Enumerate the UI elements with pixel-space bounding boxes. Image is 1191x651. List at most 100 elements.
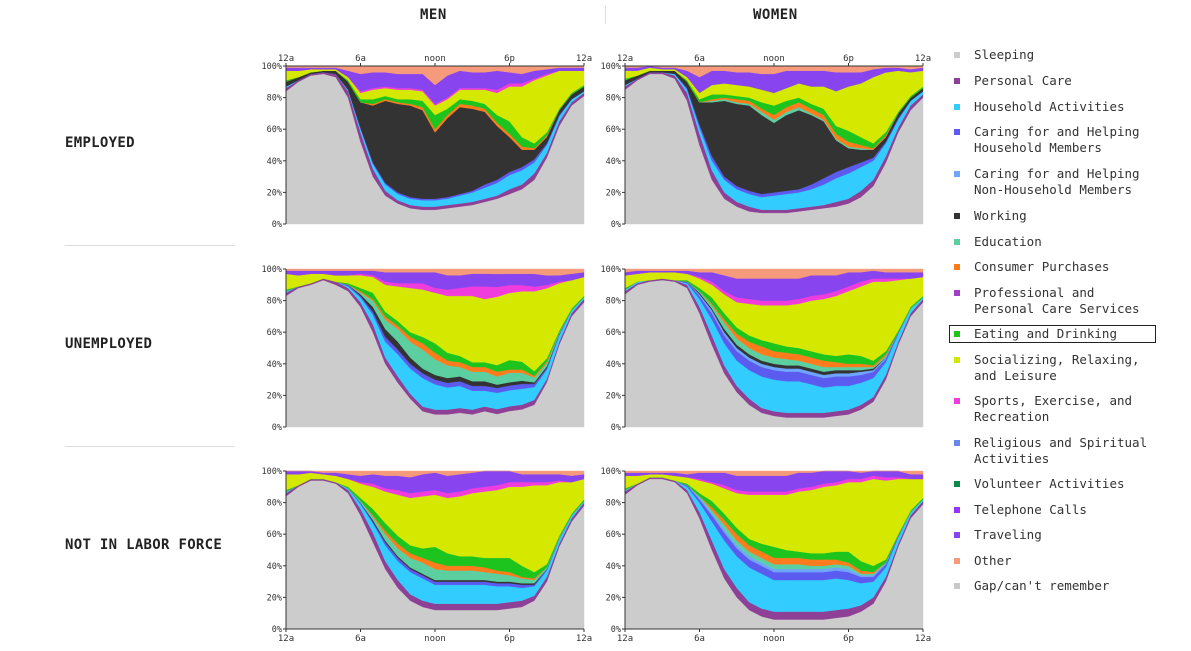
chart-not-in-labor-force-men[interactable]: 0% 20% 40% 60% 80% 100% 12a 6a noon 6p 12a [262,455,593,645]
legend-item-gap-can-t-remember[interactable]: Gap/can't remember [950,578,1155,594]
legend-swatch [954,239,960,245]
legend-item-consumer-purchases[interactable]: Consumer Purchases [950,259,1155,275]
chart-unemployed-women[interactable]: 0% 20% 40% 60% 80% 100% [601,253,924,433]
y-tick-label: 80% [606,297,621,307]
y-tick-label: 60% [606,125,621,135]
legend-item-volunteer-activities[interactable]: Volunteer Activities [950,476,1155,492]
legend-label: Household Activities [974,99,1125,114]
y-tick-label: 100% [601,265,621,275]
legend-label: Consumer Purchases [974,259,1110,274]
y-tick-label: 60% [267,530,282,540]
x-tick-label: 12a [617,634,633,644]
area-other[interactable] [285,268,585,276]
row-label-employed: EMPLOYED [65,135,135,151]
row-divider [65,245,235,246]
legend-item-sleeping[interactable]: Sleeping [950,47,1155,63]
y-tick-label: 60% [267,328,282,338]
legend-swatch [954,331,960,337]
y-tick-label: 0% [611,625,621,635]
y-tick-label: 20% [606,391,621,401]
legend-label: Other [974,553,1012,568]
legend-swatch [954,558,960,564]
legend-swatch [954,213,960,219]
x-tick-label: 12a [915,634,931,644]
x-tick-label: 6p [504,54,515,64]
chart-employed-women[interactable]: 0%20%40%60%80%100%12a 6a noon 6p 12a [601,50,932,230]
x-tick-label: 12a [576,54,592,64]
y-tick-label: 0% [611,423,621,433]
y-tick-label: 60% [606,530,621,540]
y-tick-label: 80% [606,94,621,104]
legend-item-eating-and-drinking[interactable]: Eating and Drinking [949,325,1156,343]
x-tick-label: 12a [278,634,294,644]
legend-item-caring-for-and-helping-household-members[interactable]: Caring for and Helping Household Members [950,124,1155,155]
row-label-unemployed: UNEMPLOYED [65,336,153,352]
legend-item-sports-exercise-and-recreation[interactable]: Sports, Exercise, and Recreation [950,393,1155,424]
legend-item-traveling[interactable]: Traveling [950,527,1155,543]
legend-label: Personal Care [974,73,1072,88]
legend-item-telephone-calls[interactable]: Telephone Calls [950,502,1155,518]
y-tick-label: 20% [267,593,282,603]
x-tick-label: noon [424,634,446,644]
legend-swatch [954,264,960,270]
legend-swatch [954,532,960,538]
chart-unemployed-men[interactable]: 0% 20% 40% 60% 80% 100% [262,253,585,433]
legend-item-household-activities[interactable]: Household Activities [950,99,1155,115]
row-divider [65,446,235,447]
legend-swatch [954,104,960,110]
x-tick-label: 6a [694,54,705,64]
chart-not-in-labor-force-women[interactable]: 0% 20% 40% 60% 80% 100% 12a 6a noon 6p 12a [601,455,932,645]
legend-label: Traveling [974,527,1042,542]
x-tick-label: 6a [355,54,366,64]
legend-label: Volunteer Activities [974,476,1125,491]
x-tick-label: 6p [843,54,854,64]
column-divider [605,6,606,24]
y-tick-label: 0% [272,625,282,635]
legend-swatch [954,357,960,363]
y-tick-label: 40% [267,360,282,370]
y-tick-label: 0% [272,423,282,433]
legend-swatch [954,481,960,487]
chart-employed-men[interactable]: 0%20%40%60%80%100%12a 6a noon 6p 12a [262,50,593,230]
x-tick-label: 12a [617,54,633,64]
x-tick-label: noon [424,54,446,64]
legend-item-education[interactable]: Education [950,234,1155,250]
x-tick-label: 12a [576,634,592,644]
x-tick-label: 6a [694,634,705,644]
row-label-not-in-labor-force: NOT IN LABOR FORCE [65,537,223,553]
y-tick-label: 100% [262,467,282,477]
y-tick-label: 100% [601,467,621,477]
legend-item-professional-and-personal-care-services[interactable]: Professional and Personal Care Services [950,285,1155,316]
legend-swatch [954,78,960,84]
y-tick-label: 40% [606,360,621,370]
legend-item-caring-for-and-helping-non-household-members[interactable]: Caring for and Helping Non-Household Mem… [950,166,1155,197]
y-tick-label: 100% [262,62,282,72]
legend-label: Eating and Drinking [974,326,1117,341]
y-tick-label: 100% [262,265,282,275]
y-tick-label: 80% [267,94,282,104]
legend-swatch [954,583,960,589]
legend-item-personal-care[interactable]: Personal Care [950,73,1155,89]
y-tick-label: 20% [606,593,621,603]
y-tick-label: 20% [267,391,282,401]
y-tick-label: 40% [606,562,621,572]
legend-item-socializing-relaxing-and-leisure[interactable]: Socializing, Relaxing, and Leisure [950,352,1155,383]
legend-item-working[interactable]: Working [950,208,1155,224]
legend-item-religious-and-spiritual-activities[interactable]: Religious and Spiritual Activities [950,435,1155,466]
y-tick-label: 40% [606,157,621,167]
column-header-men: MEN [420,7,447,23]
legend-label: Working [974,208,1027,223]
legend-swatch [954,507,960,513]
y-tick-label: 0% [611,220,621,230]
y-tick-label: 80% [606,499,621,509]
y-tick-label: 80% [267,297,282,307]
legend-swatch [954,171,960,177]
area-other[interactable] [624,470,924,476]
legend-item-other[interactable]: Other [950,553,1155,569]
legend-label: Socializing, Relaxing, and Leisure [974,352,1140,383]
legend-swatch [954,440,960,446]
legend-label: Caring for and Helping Household Members [974,124,1140,155]
area-other[interactable] [624,268,924,279]
area-other[interactable] [286,470,585,478]
y-tick-label: 20% [267,188,282,198]
